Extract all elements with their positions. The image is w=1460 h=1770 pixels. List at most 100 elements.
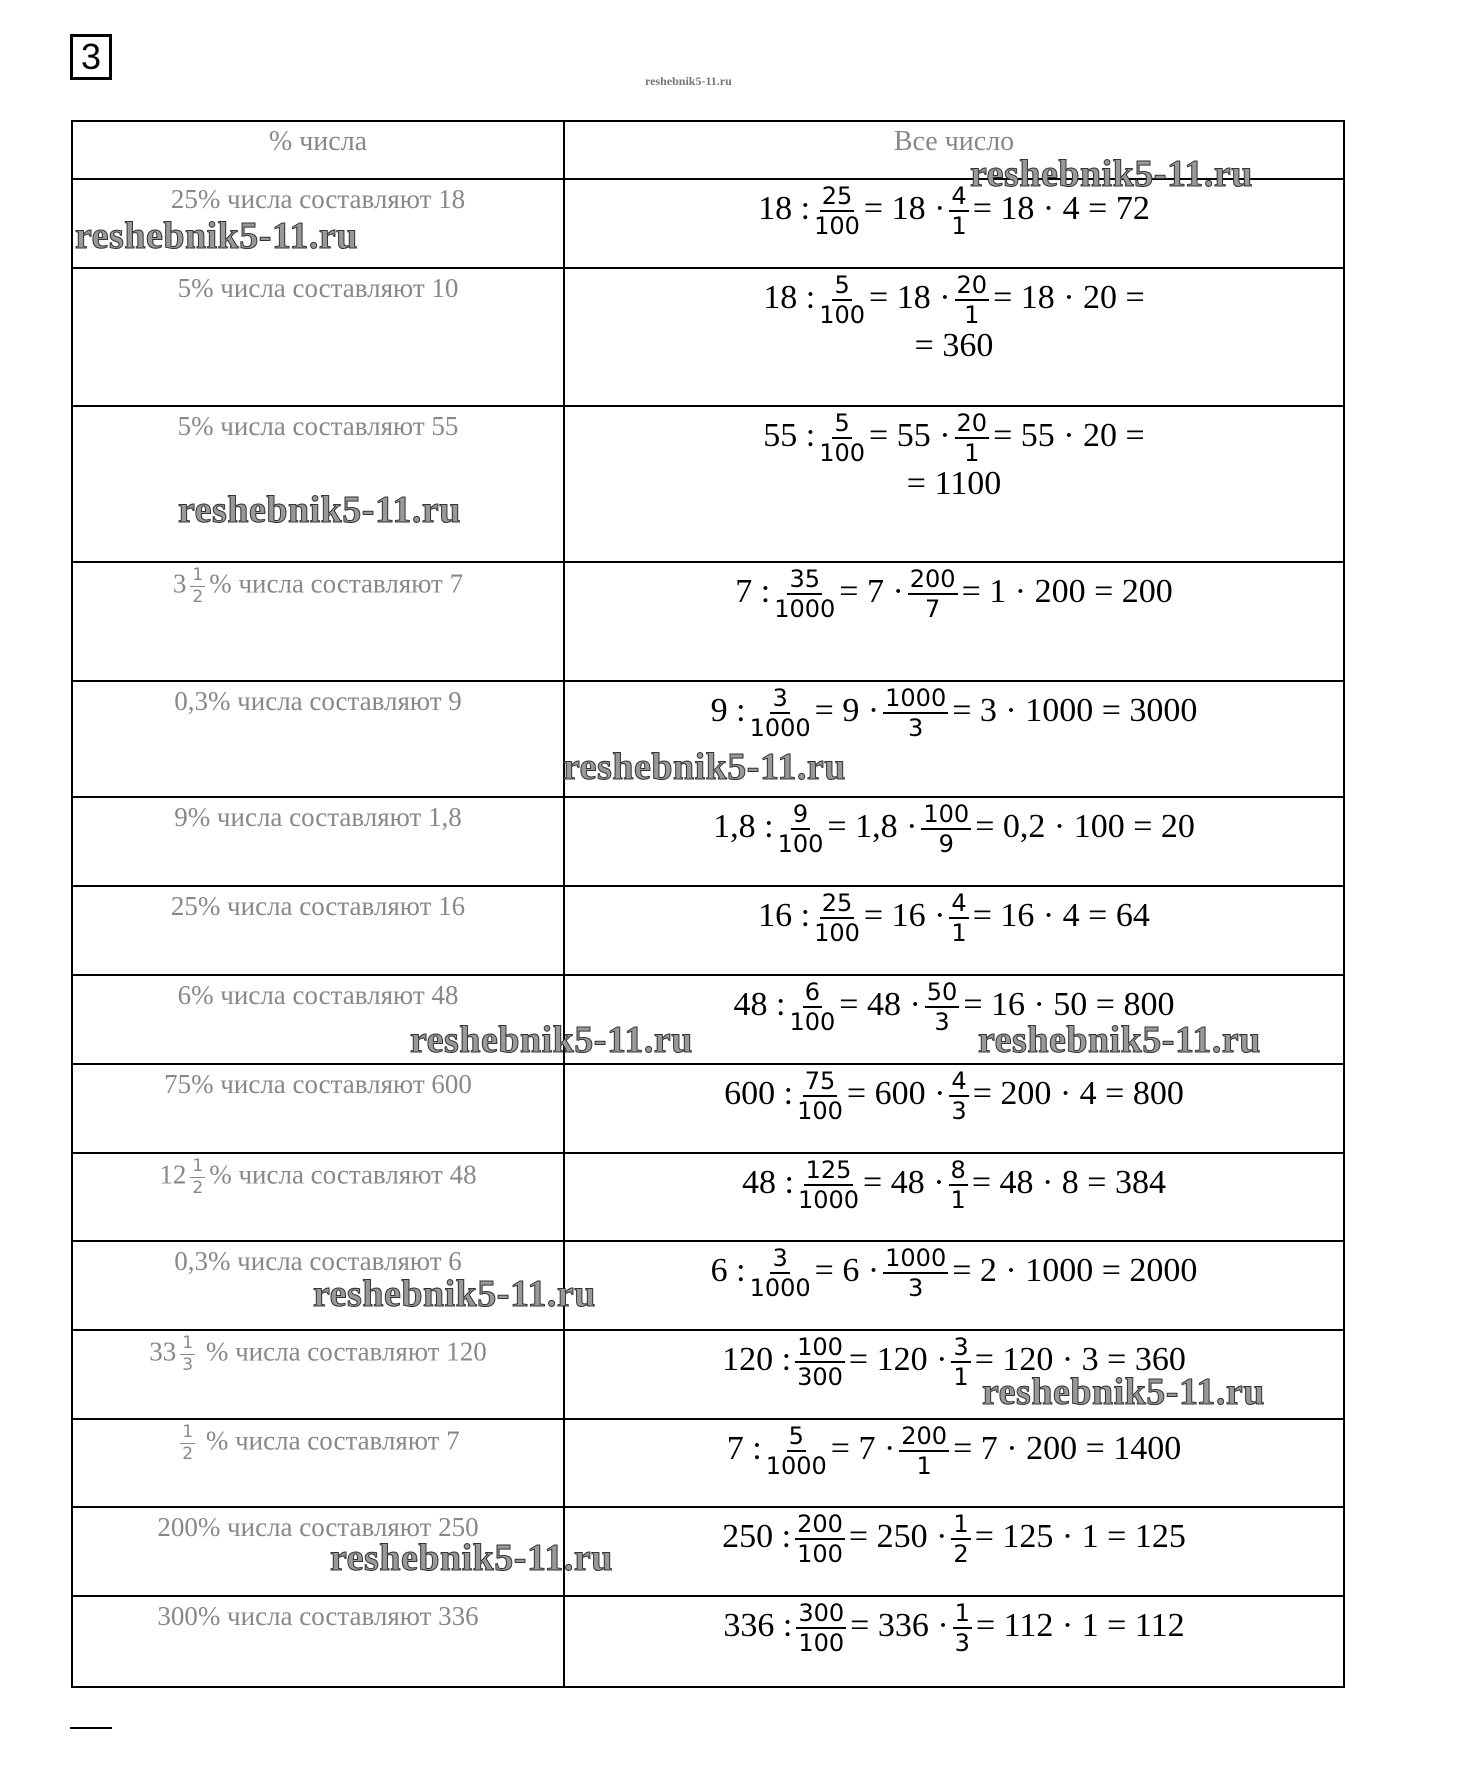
percent-whole: 9 <box>174 802 188 832</box>
denominator: 2 <box>182 1444 194 1464</box>
expression-text: = 6 · <box>814 1251 880 1289</box>
expression-text: = 7 · <box>830 1429 896 1467</box>
watermark: reshebnik5-11.ru <box>982 1371 1265 1414</box>
fraction: 25 100 <box>814 891 860 945</box>
percent-text: % числа составляют 7 <box>199 1425 460 1456</box>
percent-text: % числа составляют 120 <box>199 1336 487 1367</box>
percent-text: % числа составляют 336 <box>197 1601 479 1631</box>
numerator: 6 <box>802 978 822 1008</box>
fraction: 200 1 <box>899 1422 950 1480</box>
denominator: 2 <box>953 1540 969 1568</box>
denominator: 1 <box>916 1452 932 1480</box>
expression-text: 18 : <box>758 189 811 227</box>
percent-cell: 6% числа составляют 48 <box>71 974 565 1065</box>
denominator: 3 <box>182 1355 194 1375</box>
percent-whole: 300 <box>157 1601 198 1631</box>
expression-text: 48 : <box>733 985 786 1023</box>
fraction: 75 100 <box>797 1069 843 1123</box>
expression-text: 48 : <box>742 1163 794 1201</box>
solution-line: = 1100 <box>565 465 1343 503</box>
percent-text: % числа составляют 10 <box>191 273 459 303</box>
solution-line: 7 :5 1000 = 7 · 200 1 = 7 · 200 = 1400 <box>565 1424 1343 1478</box>
numerator: 4 <box>949 182 969 212</box>
watermark: reshebnik5-11.ru <box>178 489 461 532</box>
solution-line: 9 :3 1000 = 9 · 1000 3 = 3 · 1000 = 3000 <box>565 686 1343 740</box>
denominator: 3 <box>934 1008 950 1036</box>
expression-text: = 18 · <box>869 278 951 316</box>
percent-text: % числа составляют 48 <box>209 1159 477 1190</box>
table-row: 25% числа составляют 18 18 :25 100 = 18 · 4 1… <box>71 178 1345 269</box>
expression-text: = 3 · 1000 = 3000 <box>952 691 1198 729</box>
denominator: 1 <box>951 212 967 240</box>
percent-cell: 25% числа составляют 16 <box>71 885 565 976</box>
numerator: 3 <box>770 1244 790 1274</box>
denominator: 9 <box>938 830 954 858</box>
solution-line: 16 :25 100 = 16 · 4 1 = 16 · 4 = 64 <box>565 891 1343 945</box>
percent-text: % числа составляют 1,8 <box>187 802 462 832</box>
solution-line: 250 :200 100 = 250 · 1 2 = 125 · 1 = 125 <box>565 1512 1343 1566</box>
solution-line: 18 :25 100 = 18 · 4 1 = 18 · 4 = 72 <box>565 184 1343 238</box>
solution-cell: 7 :5 1000 = 7 · 200 1 = 7 · 200 = 1400 <box>563 1418 1345 1508</box>
percent-text: % числа составляют 9 <box>207 686 462 716</box>
percent-cell: 25% числа составляют 18 <box>71 178 565 269</box>
numerator: 1000 <box>883 684 949 714</box>
fraction: 200 100 <box>795 1512 845 1566</box>
solution-cell: 18 :5 100 = 18 · 20 1 = 18 · 20 = = 360 <box>563 267 1345 407</box>
expression-text: = 1 · 200 = 200 <box>961 572 1173 610</box>
denominator: 100 <box>814 212 860 240</box>
percent-whole: 3 <box>172 568 187 599</box>
percent-whole: 0,3 <box>174 686 208 716</box>
table-row: 12 1 2% числа составляют 48 48 :125 1000 = 48… <box>71 1152 1345 1242</box>
numerator: 200 <box>899 1422 950 1452</box>
solution-cell: 600 :75 100 = 600 · 4 3 = 200 · 4 = 800 <box>563 1063 1345 1154</box>
expression-text: 18 : <box>763 278 816 316</box>
solution-line: 1,8 :9 100 = 1,8 · 100 9 = 0,2 · 100 = 20 <box>565 802 1343 856</box>
percent-whole: 12 <box>159 1159 187 1190</box>
expression-text: = 18 · 20 = <box>993 278 1145 316</box>
denominator: 1000 <box>749 1274 811 1302</box>
percent-cell: 5% числа составляют 55 <box>71 405 565 563</box>
numerator: 1000 <box>883 1244 949 1274</box>
solution-cell: 7 :35 1000 = 7 · 200 7 = 1 · 200 = 200 <box>563 561 1345 682</box>
expression-text: = 600 · <box>846 1074 946 1112</box>
table-row: 200% числа составляют 250 250 :200 100 = 25… <box>71 1506 1345 1597</box>
fraction: 125 1000 <box>798 1158 859 1212</box>
percent-text: % числа составляют 16 <box>197 891 466 921</box>
numerator: 5 <box>832 271 852 301</box>
solution-cell: 120 :100 300 = 120 · 3 1 = 120 · 3 = 360 <box>563 1329 1345 1420</box>
numerator: 1 <box>180 1422 196 1444</box>
fraction: 35 1000 <box>774 567 835 621</box>
watermark: reshebnik5-11.ru <box>978 1019 1261 1062</box>
expression-text: = 1100 <box>906 465 1002 502</box>
percent-whole: 5 <box>177 273 192 303</box>
solution-line: 55 :5 100 = 55 · 20 1 = 55 · 20 = <box>565 411 1343 465</box>
percent-text: % числа составляют 600 <box>191 1069 472 1099</box>
fraction: 1000 3 <box>883 1244 949 1300</box>
numerator: 1 <box>190 1156 206 1178</box>
denominator: 1 <box>964 301 980 329</box>
fraction: 50 3 <box>924 980 960 1036</box>
denominator: 1000 <box>774 595 836 623</box>
denominator: 300 <box>797 1363 843 1391</box>
watermark: reshebnik5-11.ru <box>410 1019 693 1062</box>
solution-line: 600 :75 100 = 600 · 4 3 = 200 · 4 = 800 <box>565 1069 1343 1123</box>
expression-text: = 2 · 1000 = 2000 <box>952 1251 1198 1289</box>
denominator: 100 <box>814 919 860 947</box>
percent-whole: 33 <box>149 1336 177 1367</box>
denominator: 100 <box>777 830 824 858</box>
percent-cell: 75% числа составляют 600 <box>71 1063 565 1154</box>
percent-cell: 200% числа составляют 250 <box>71 1506 565 1597</box>
denominator: 3 <box>954 1629 970 1657</box>
numerator: 200 <box>907 565 958 595</box>
expression-text: = 112 · 1 = 112 <box>975 1606 1185 1644</box>
expression-text: = 9 · <box>814 691 880 729</box>
denominator: 3 <box>908 714 924 742</box>
